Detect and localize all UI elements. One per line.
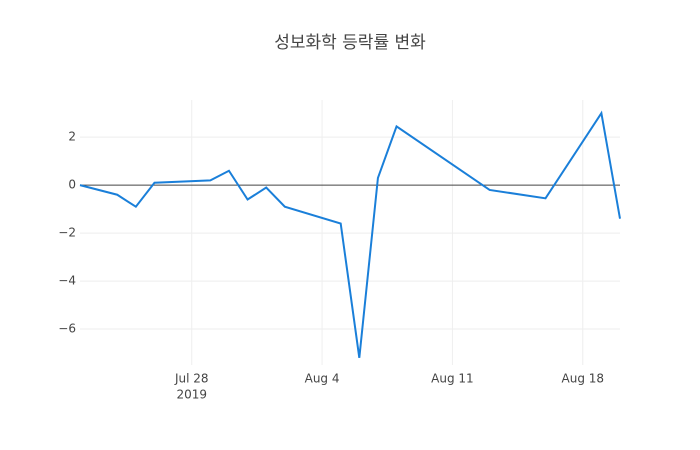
y-tick-label: 0 (68, 178, 76, 192)
x-tick-label: Jul 28 (174, 372, 209, 386)
x-tick-label: Aug 11 (431, 372, 474, 386)
chart-title: 성보화학 등락률 변화 (274, 33, 426, 53)
y-tick-label: 2 (68, 130, 76, 144)
x-tick-label: Aug 18 (562, 372, 605, 386)
y-tick-label: −6 (58, 322, 76, 336)
x-tick-label: Aug 4 (305, 372, 340, 386)
x-year-label: 2019 (176, 388, 207, 402)
y-tick-label: −2 (58, 226, 76, 240)
y-tick-label: −4 (58, 274, 76, 288)
line (79, 110, 621, 358)
